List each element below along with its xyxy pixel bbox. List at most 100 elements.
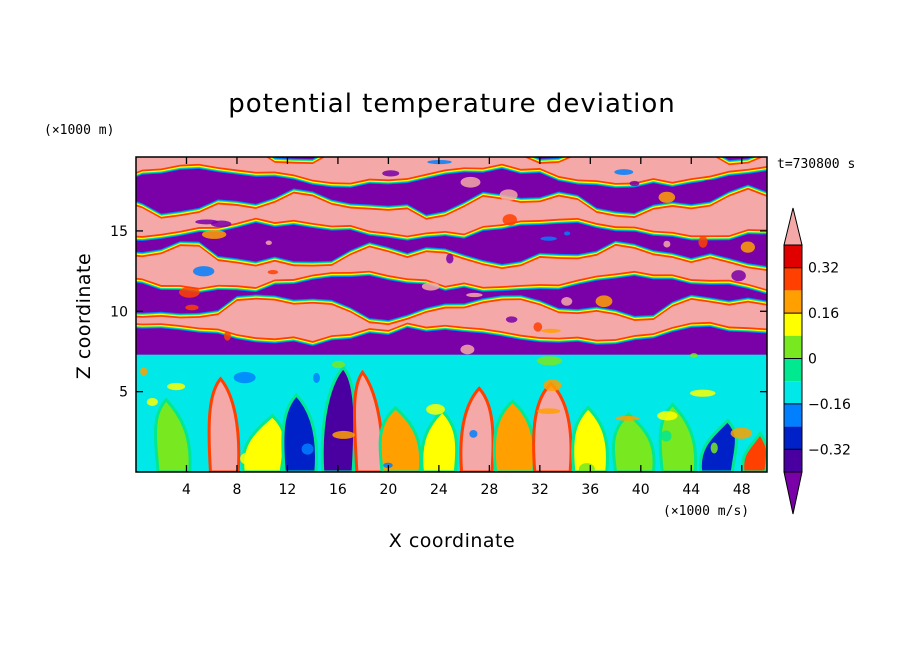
contour-blob [663, 240, 671, 248]
x-tick-label: 40 [632, 482, 650, 498]
contour-blob [240, 452, 253, 465]
plume [153, 397, 192, 472]
contour-blob [265, 240, 272, 246]
contour-blob [731, 270, 746, 282]
contour-blob [193, 266, 215, 277]
contour-blob [179, 286, 200, 298]
y-tick-label: 5 [119, 385, 128, 401]
contour-blob [469, 430, 478, 438]
y-tick-label: 10 [110, 304, 128, 320]
contour-blob [740, 241, 755, 253]
colorbar-tick-label: −0.32 [808, 442, 851, 458]
contour-blob [426, 404, 445, 415]
contour-field [136, 157, 767, 472]
time-label: t=730800 s [777, 157, 855, 172]
contour-blob [185, 304, 199, 311]
contour-blob [267, 270, 279, 275]
contour-blob [660, 430, 672, 442]
colorbar-tick-label: −0.16 [808, 397, 851, 413]
x-axis: 4 8 12 16 20 24 28 32 36 40 44 48 [182, 157, 751, 498]
colorbar-band [784, 335, 802, 359]
contour-blob [561, 297, 573, 306]
warm-band [136, 299, 767, 342]
contour-blob [575, 240, 589, 250]
contour-blob [543, 379, 562, 392]
warm-band [136, 189, 767, 237]
chart-title: potential temperature deviation [228, 89, 675, 119]
contour-blob [690, 353, 698, 358]
contour-blob [595, 295, 613, 308]
plume [658, 402, 698, 472]
contour-blob [533, 322, 543, 332]
x-tick-label: 16 [329, 482, 347, 498]
contour-blob [331, 360, 346, 369]
contour-blob [310, 234, 329, 242]
contour-blob [499, 189, 518, 201]
colorbar-extend-max [783, 207, 803, 246]
contour-blob [382, 170, 400, 177]
contour-blob [699, 179, 722, 190]
colorbar-band [784, 358, 802, 382]
contour-blob [460, 344, 475, 355]
plume [612, 412, 656, 472]
plume [571, 405, 609, 472]
plume [207, 376, 241, 472]
contour-blob [146, 397, 158, 406]
contour-blob [460, 176, 481, 188]
contour-blob [698, 235, 708, 248]
colorbar-extend-min [783, 471, 803, 515]
contour-blob [691, 212, 711, 220]
x-axis-title: X coordinate [389, 530, 515, 552]
contour-blob [541, 328, 561, 333]
plot-frame [135, 156, 768, 473]
y-tick-label: 15 [110, 224, 128, 240]
x-tick-label: 24 [430, 482, 448, 498]
colorbar-band [784, 290, 802, 314]
contour-blob [689, 389, 716, 397]
contour-blob [730, 427, 753, 439]
contour-blob [536, 356, 563, 366]
contour-blob [629, 180, 640, 187]
colorbar-tick-label: 0.32 [808, 261, 839, 277]
x-tick-label: 8 [232, 482, 241, 498]
contour-blob [446, 253, 454, 264]
x-tick-label: 48 [733, 482, 751, 498]
plume [378, 405, 423, 472]
x-tick-label: 44 [682, 482, 700, 498]
x-tick-label: 36 [581, 482, 599, 498]
contour-blob [167, 382, 186, 391]
colorbar-band [784, 403, 802, 427]
contour-blob [614, 169, 634, 175]
contour-blob [140, 367, 148, 376]
contour-blob [313, 372, 320, 384]
warm-band [136, 157, 767, 183]
contour-blob [710, 442, 718, 454]
x-tick-label: 4 [182, 482, 191, 498]
y-axis-title: Z coordinate [73, 253, 95, 379]
colorbar-band [784, 381, 802, 404]
colorbar-band [784, 313, 802, 336]
x-tick-label: 28 [480, 482, 498, 498]
contour-blob [502, 214, 518, 226]
contour-blob [195, 219, 219, 225]
y-axis: 5 10 15 [110, 224, 767, 401]
contour-blob [657, 411, 678, 421]
colorbar-tick-label: 0 [808, 352, 817, 368]
warm-band [136, 245, 767, 290]
plume [698, 418, 738, 472]
colorbar-band [784, 245, 802, 268]
y-unit-label: (×1000 m) [44, 123, 114, 138]
contour-blob [223, 331, 231, 341]
contour-blob [426, 314, 444, 321]
x-unit-label: (×1000 m/s) [663, 504, 749, 519]
contour-blob [658, 191, 676, 203]
contour-blob [505, 316, 518, 323]
colorbar: 0.32 0.16 0 −0.16 −0.32 [783, 207, 851, 515]
colorbar-band [784, 267, 802, 291]
contour-blob [332, 430, 355, 439]
contour-blob [233, 371, 256, 384]
contour-blob [615, 415, 640, 421]
contour-blob [301, 443, 314, 455]
x-tick-label: 12 [279, 482, 297, 498]
